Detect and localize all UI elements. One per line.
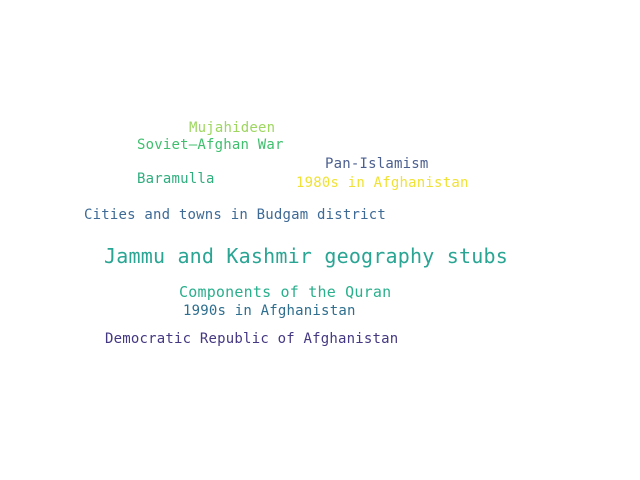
word-pan-islamism: Pan-Islamism — [325, 156, 429, 172]
word-1990s-in-afghanistan: 1990s in Afghanistan — [183, 303, 356, 319]
word-mujahideen: Mujahideen — [189, 120, 276, 136]
word-components-quran: Components of the Quran — [179, 283, 392, 301]
word-1980s-in-afghanistan: 1980s in Afghanistan — [296, 175, 469, 191]
word-baramulla: Baramulla — [137, 171, 215, 187]
word-jammu-kashmir-stubs: Jammu and Kashmir geography stubs — [104, 244, 508, 268]
word-soviet-afghan-war: Soviet–Afghan War — [137, 137, 284, 153]
word-democratic-republic-afghanistan: Democratic Republic of Afghanistan — [105, 331, 399, 347]
word-cities-budgam: Cities and towns in Budgam district — [84, 207, 387, 223]
